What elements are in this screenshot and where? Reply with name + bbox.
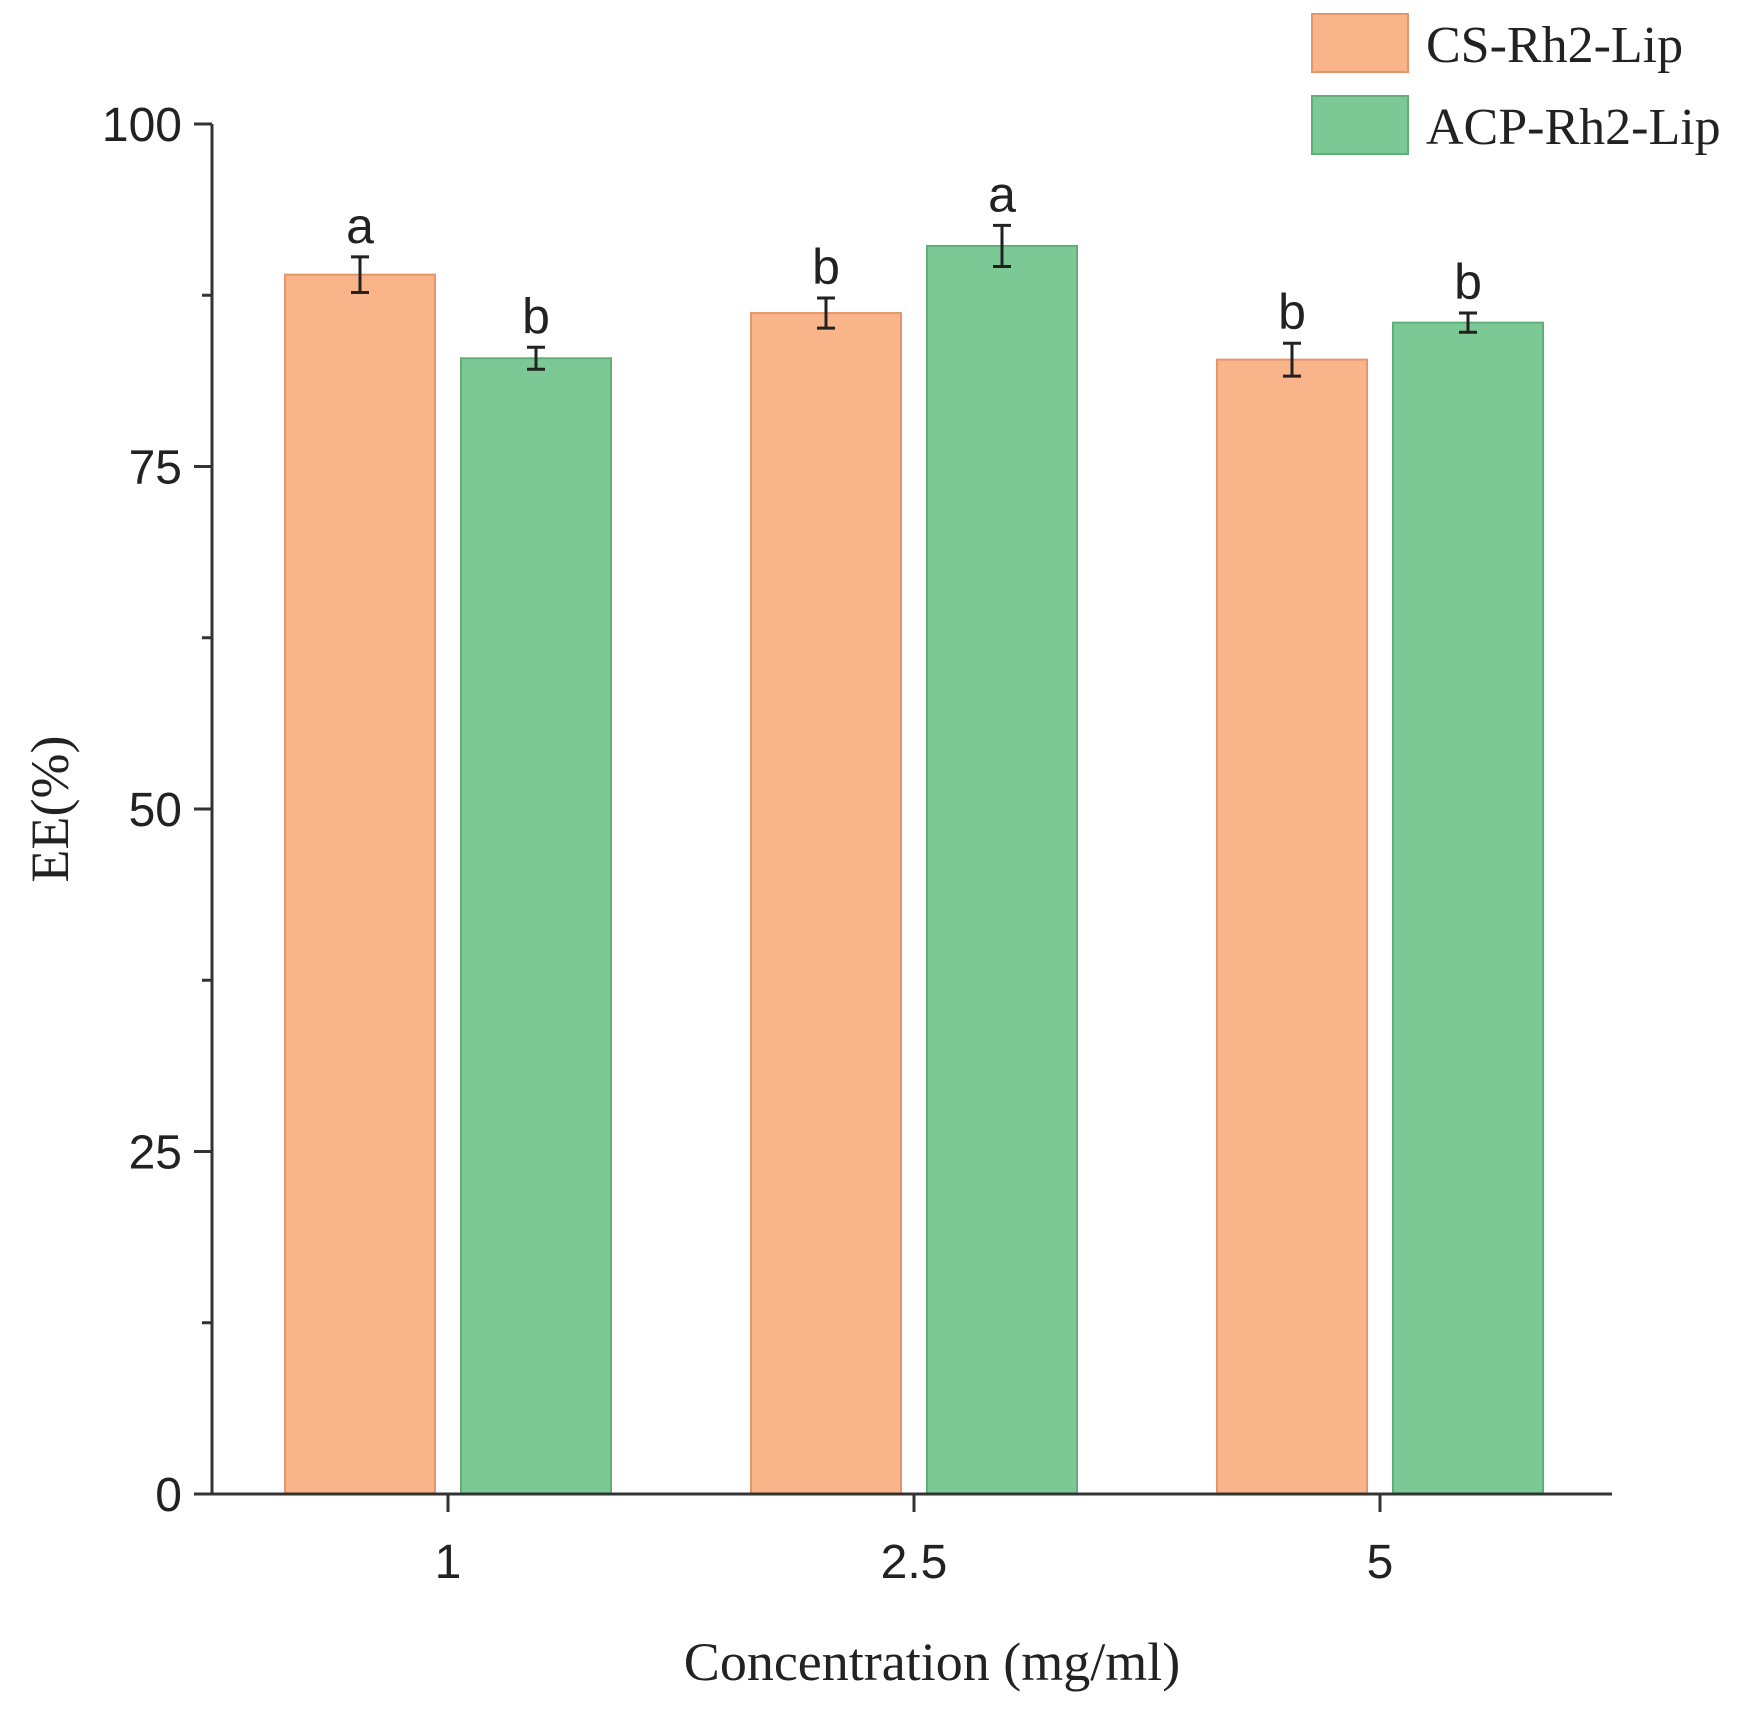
bars-layer (284, 244, 1544, 1496)
y-tick-label: 75 (129, 442, 182, 495)
error-bar-cs-rh2-lip-5 (1283, 341, 1301, 378)
legend-label-acp-rh2-lip: ACP-Rh2-Lip (1426, 99, 1721, 156)
y-axis-label: EE(%) (20, 736, 80, 883)
error-bar-acp-rh2-lip-2_5 (993, 223, 1011, 268)
x-axis-label: Concentration (mg/ml) (684, 1632, 1180, 1692)
legend: CS-Rh2-Lip ACP-Rh2-Lip (1311, 13, 1721, 156)
bar-cs-rh2-lip-5 (1216, 358, 1368, 1495)
x-ticks: 1 2.5 5 (435, 1494, 1394, 1589)
error-bar-cs-rh2-lip-1 (351, 255, 369, 295)
significance-label: b (1278, 284, 1306, 340)
legend-swatch-cs-rh2-lip (1311, 13, 1409, 73)
x-tick-label: 1 (435, 1536, 462, 1589)
y-tick-label: 25 (129, 1127, 182, 1180)
x-tick-label: 2.5 (881, 1536, 948, 1589)
significance-label: a (346, 198, 374, 254)
bar-acp-rh2-lip-1 (460, 357, 612, 1495)
y-tick-label: 100 (102, 99, 182, 152)
error-bars-layer (351, 223, 1477, 378)
y-tick-label: 50 (129, 784, 182, 837)
bar-acp-rh2-lip-5 (1392, 321, 1544, 1495)
error-bar-acp-rh2-lip-1 (527, 345, 545, 371)
x-tick-label: 5 (1367, 1536, 1394, 1589)
legend-swatch-acp-rh2-lip (1311, 95, 1409, 155)
significance-label: b (522, 288, 550, 344)
error-bar-acp-rh2-lip-5 (1459, 311, 1477, 334)
significance-label: b (1454, 254, 1482, 310)
bar-cs-rh2-lip-2_5 (750, 312, 902, 1495)
y-ticks: 0 25 50 75 100 (102, 99, 212, 1522)
bar-acp-rh2-lip-2_5 (926, 244, 1078, 1495)
legend-label-cs-rh2-lip: CS-Rh2-Lip (1426, 17, 1683, 74)
bar-cs-rh2-lip-1 (284, 273, 436, 1496)
significance-label: b (812, 239, 840, 295)
error-bar-cs-rh2-lip-2_5 (817, 296, 835, 330)
significance-label: a (988, 166, 1016, 222)
significance-labels-layer: a b b b a b (346, 166, 1482, 344)
y-tick-label: 0 (155, 1469, 182, 1522)
